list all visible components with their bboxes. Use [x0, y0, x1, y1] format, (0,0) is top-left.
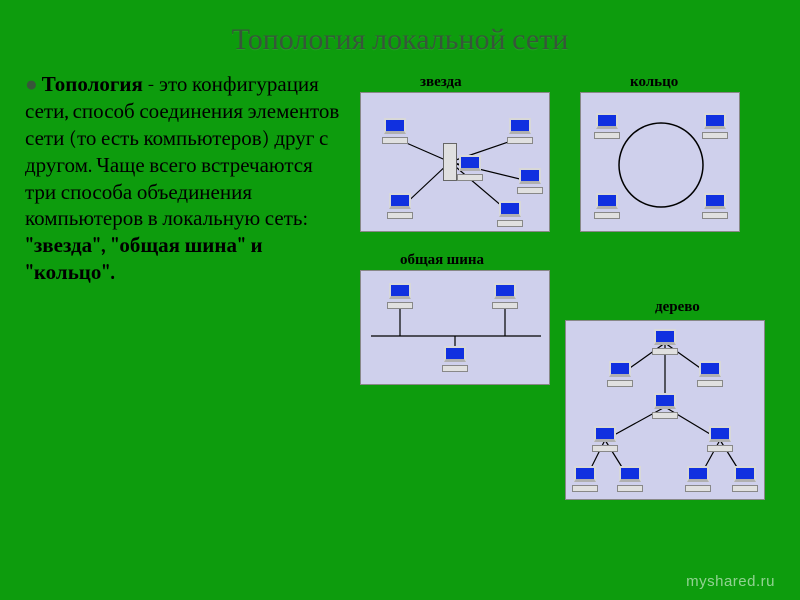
- computer-icon: [606, 361, 634, 389]
- panel-ring: [580, 92, 740, 232]
- tail-bold: "звезда", "общая шина" и "кольцо".: [25, 234, 263, 285]
- computer-icon: [731, 466, 759, 494]
- computer-icon: [386, 283, 414, 311]
- label-bus: общая шина: [400, 250, 484, 269]
- lead-word: Топология: [42, 73, 143, 97]
- watermark: myshared.ru: [686, 573, 775, 590]
- page-title: Топология локальной сети: [0, 0, 800, 57]
- computer-icon: [616, 466, 644, 494]
- computer-icon: [684, 466, 712, 494]
- computer-icon: [591, 426, 619, 454]
- computer-icon: [593, 193, 621, 221]
- computer-icon: [593, 113, 621, 141]
- label-ring: кольцо: [630, 72, 678, 91]
- computer-icon: [706, 426, 734, 454]
- computer-icon: [571, 466, 599, 494]
- computer-icon: [701, 113, 729, 141]
- computer-icon: [701, 193, 729, 221]
- computer-icon: [491, 283, 519, 311]
- slide: Топология локальной сети ●Топология - эт…: [0, 0, 800, 600]
- label-tree: дерево: [655, 297, 700, 316]
- panel-bus: [360, 270, 550, 385]
- content-row: ●Топология - это конфигурация сети, спос…: [0, 57, 800, 287]
- computer-icon: [651, 329, 679, 357]
- panel-star: [360, 92, 550, 232]
- diagrams-area: звезда кольцо общая шина дерево: [355, 72, 775, 287]
- computer-icon: [456, 155, 484, 183]
- definition-text: ●Топология - это конфигурация сети, спос…: [25, 72, 355, 287]
- label-star: звезда: [420, 72, 462, 91]
- server-icon: [443, 143, 457, 181]
- panel-tree: [565, 320, 765, 500]
- computer-icon: [516, 168, 544, 196]
- computer-icon: [496, 201, 524, 229]
- computer-icon: [506, 118, 534, 146]
- computer-icon: [651, 393, 679, 421]
- computer-icon: [381, 118, 409, 146]
- computer-icon: [696, 361, 724, 389]
- computer-icon: [441, 346, 469, 374]
- computer-icon: [386, 193, 414, 221]
- bullet-icon: ●: [25, 73, 38, 97]
